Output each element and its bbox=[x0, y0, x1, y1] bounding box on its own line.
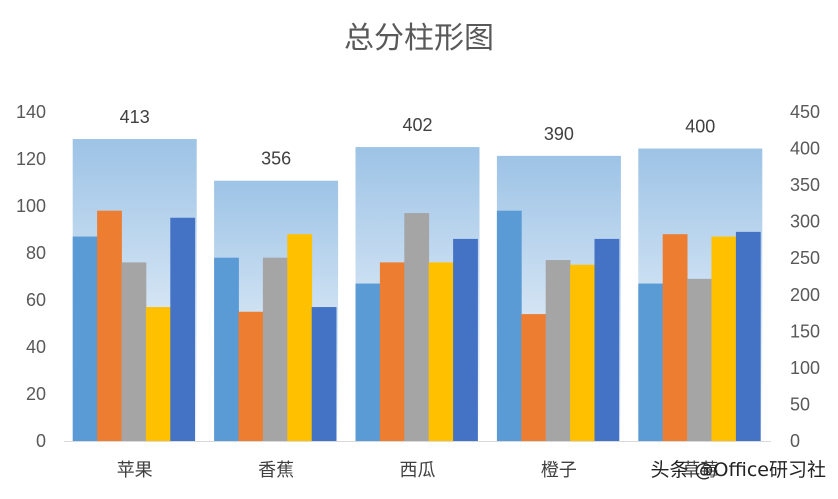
left-axis-tick-label: 40 bbox=[26, 337, 46, 357]
series-bar bbox=[453, 238, 478, 441]
series-bar bbox=[379, 262, 405, 441]
left-axis-tick-label: 100 bbox=[16, 196, 46, 216]
watermark-text: 头条 @Office研习社 bbox=[651, 459, 827, 481]
plot-area: 413 356 402 390 400 0 20 40 60 80 100 120 140 0 50 100 1… bbox=[16, 102, 820, 481]
series-bar bbox=[521, 314, 547, 441]
series-bar bbox=[121, 262, 147, 441]
right-axis-tick-label: 100 bbox=[790, 358, 820, 378]
series-bar bbox=[570, 264, 595, 441]
right-axis-tick-label: 450 bbox=[790, 102, 820, 122]
total-data-label: 413 bbox=[120, 107, 150, 127]
total-data-label: 400 bbox=[685, 117, 715, 137]
series-bar bbox=[711, 236, 737, 441]
chart-title: 总分柱形图 bbox=[344, 21, 494, 56]
series-bar bbox=[287, 234, 313, 441]
series-bar bbox=[262, 257, 288, 441]
right-axis-tick-label: 350 bbox=[790, 175, 820, 195]
left-axis-tick-label: 140 bbox=[16, 102, 46, 122]
series-bar bbox=[735, 231, 761, 441]
left-axis-tick-label: 60 bbox=[26, 290, 46, 310]
series-bar bbox=[97, 210, 122, 441]
series-bar bbox=[214, 257, 239, 441]
total-data-label: 356 bbox=[261, 149, 291, 169]
series-bar bbox=[311, 307, 337, 441]
right-axis-tick-label: 50 bbox=[790, 394, 810, 414]
left-axis-tick-label: 0 bbox=[36, 431, 46, 451]
right-axis-tick-label: 0 bbox=[790, 431, 800, 451]
right-axis-tick-label: 400 bbox=[790, 139, 820, 159]
right-axis-tick-label: 150 bbox=[790, 321, 820, 341]
series-bar bbox=[72, 236, 98, 441]
left-axis-tick-label: 20 bbox=[26, 384, 46, 404]
category-label: 橙子 bbox=[541, 460, 577, 481]
right-axis-tick-label: 250 bbox=[790, 248, 820, 268]
series-bar bbox=[545, 260, 571, 441]
category-label: 草莓 bbox=[682, 460, 718, 481]
series-bar bbox=[170, 217, 196, 441]
category-label: 苹果 bbox=[117, 460, 153, 481]
series-bar bbox=[355, 283, 381, 441]
total-data-label: 402 bbox=[402, 115, 432, 135]
series-bar bbox=[496, 210, 522, 441]
series-bar bbox=[145, 307, 171, 441]
category-label: 西瓜 bbox=[400, 460, 436, 481]
series-bar bbox=[638, 283, 664, 441]
series-bar bbox=[594, 238, 620, 441]
series-bar bbox=[238, 311, 264, 441]
total-data-label: 390 bbox=[544, 124, 574, 144]
left-axis-tick-label: 120 bbox=[16, 149, 46, 169]
right-axis-tick-label: 200 bbox=[790, 285, 820, 305]
right-axis-tick-label: 300 bbox=[790, 212, 820, 232]
series-bar bbox=[687, 278, 712, 441]
left-axis-tick-label: 80 bbox=[26, 243, 46, 263]
series-bar bbox=[404, 213, 430, 441]
category-label: 香蕉 bbox=[258, 460, 294, 481]
series-bar bbox=[662, 234, 688, 441]
series-bar bbox=[428, 262, 454, 441]
